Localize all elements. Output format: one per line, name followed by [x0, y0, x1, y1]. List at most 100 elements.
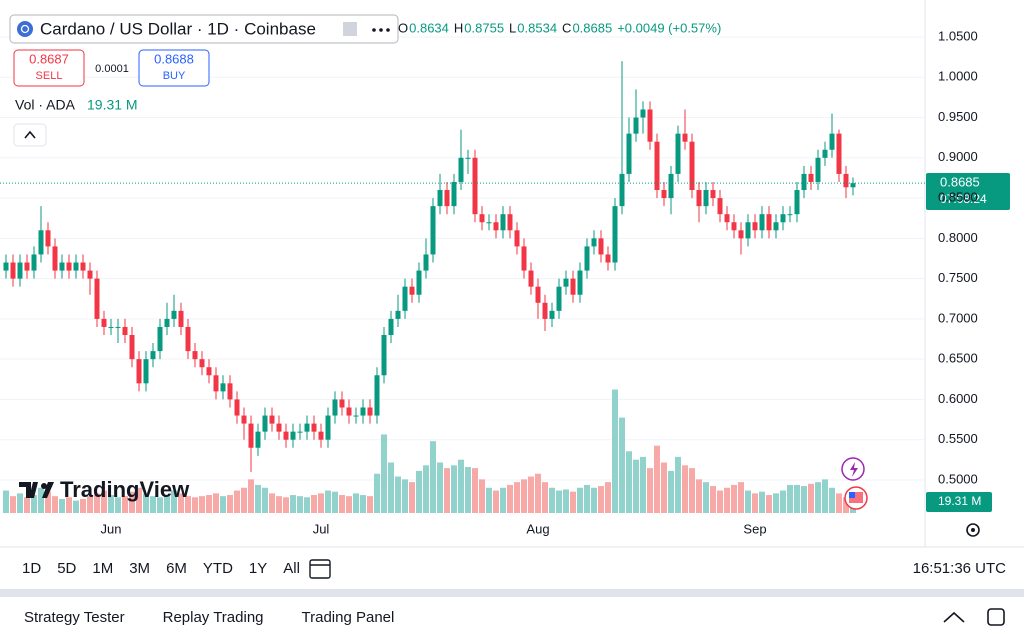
range-button[interactable]: 1Y [249, 560, 267, 577]
ohlc-label: L [509, 20, 516, 35]
maximize-icon[interactable] [987, 608, 1005, 626]
candle-body [276, 423, 282, 432]
buy-button[interactable] [138, 49, 210, 87]
panel-tab[interactable]: Replay Trading [163, 609, 264, 626]
volume-bar [108, 495, 114, 513]
volume-bar [157, 497, 163, 513]
volume-bar [647, 468, 653, 513]
volume-bar [283, 497, 289, 513]
candle-body [542, 302, 548, 319]
candle-body [745, 222, 751, 239]
y-tick-label: 0.6500 [938, 351, 978, 366]
volume-bar [815, 482, 821, 513]
range-button[interactable]: All [283, 560, 300, 577]
candle-body [3, 262, 9, 271]
volume-bar [402, 479, 408, 513]
volume-bar [213, 493, 219, 513]
candle-body [465, 157, 471, 159]
volume-bar [794, 484, 800, 513]
range-button[interactable]: 5D [57, 560, 76, 577]
volume-bar [304, 497, 310, 513]
volume-bar [668, 470, 674, 513]
candle-body [24, 262, 30, 271]
volume-bar [255, 484, 261, 513]
panel-tab[interactable]: Strategy Tester [24, 609, 125, 626]
candle-body [570, 278, 576, 295]
range-button[interactable]: 1D [22, 560, 41, 577]
volume-bar [542, 482, 548, 513]
panel-tab[interactable]: Trading Panel [302, 609, 395, 626]
candle-body [507, 214, 513, 231]
volume-bar [129, 491, 135, 513]
candle-body [738, 230, 744, 239]
volume-bar [458, 459, 464, 513]
calendar-icon[interactable] [309, 559, 331, 579]
bottom-tabs: Strategy Tester Replay Trading Trading Pan… [24, 609, 394, 626]
range-button[interactable]: 3M [129, 560, 150, 577]
candle-body [493, 222, 499, 231]
range-button[interactable]: 6M [166, 560, 187, 577]
ohlc-label: C [562, 20, 571, 35]
y-tick-label: 1.0000 [938, 69, 978, 84]
range-button[interactable]: 1M [92, 560, 113, 577]
more-dot[interactable] [379, 28, 383, 32]
volume-bar [444, 468, 450, 513]
collapse-icon [24, 130, 36, 139]
candle-body [17, 262, 23, 279]
x-tick-label: Aug [526, 521, 549, 536]
range-button[interactable]: YTD [203, 560, 233, 577]
volume-bar [297, 496, 303, 513]
candle-body [339, 399, 345, 408]
volume-bar [101, 490, 107, 513]
volume-bar [73, 500, 79, 513]
volume-bar [640, 456, 646, 513]
buy-price: 0.8688 [154, 51, 194, 66]
candle-layer [0, 61, 925, 472]
volume-bar [80, 498, 86, 513]
volume-bar [801, 486, 807, 513]
volume-bar [374, 473, 380, 513]
volume-bar [822, 479, 828, 513]
volume-bar [465, 466, 471, 513]
candle-body [325, 415, 331, 440]
volume-bar [367, 496, 373, 513]
volume-bar [661, 462, 667, 513]
volume-bar [437, 462, 443, 513]
more-dot[interactable] [372, 28, 376, 32]
y-tick-label: 0.5500 [938, 431, 978, 446]
volume-bar [311, 495, 317, 513]
candle-body [647, 109, 653, 142]
candle-body [213, 375, 219, 392]
more-dot[interactable] [386, 28, 390, 32]
settings-icon[interactable] [966, 523, 980, 537]
candle-body [318, 431, 324, 440]
collapse-button[interactable] [13, 123, 47, 147]
volume-bar [773, 493, 779, 513]
volume-bar [38, 487, 44, 513]
y-tick-label: 0.9000 [938, 149, 978, 164]
volume-bar [241, 487, 247, 513]
candle-body [381, 335, 387, 376]
y-tick-label: 0.9500 [938, 109, 978, 124]
volume-bar [171, 490, 177, 513]
candle-body [395, 310, 401, 319]
sell-button[interactable] [13, 49, 85, 87]
candle-body [451, 181, 457, 207]
expand-icon[interactable] [943, 611, 965, 623]
candle-body [45, 230, 51, 247]
candle-body [619, 173, 625, 207]
candle-body [479, 214, 485, 223]
volume-bar [269, 493, 275, 513]
clock: 16:51:36 UTC [913, 560, 1007, 577]
settings-icon-core [971, 528, 975, 532]
volume-bar [318, 493, 324, 513]
volume-bar [451, 465, 457, 513]
volume-bar [731, 484, 737, 513]
candle-body [80, 262, 86, 271]
candle-body [290, 431, 296, 440]
title-box[interactable] [9, 14, 399, 44]
volume-bar [787, 484, 793, 513]
volume-bar [535, 473, 541, 513]
flag-icon[interactable] [343, 22, 357, 36]
flag-stripes [849, 492, 863, 503]
